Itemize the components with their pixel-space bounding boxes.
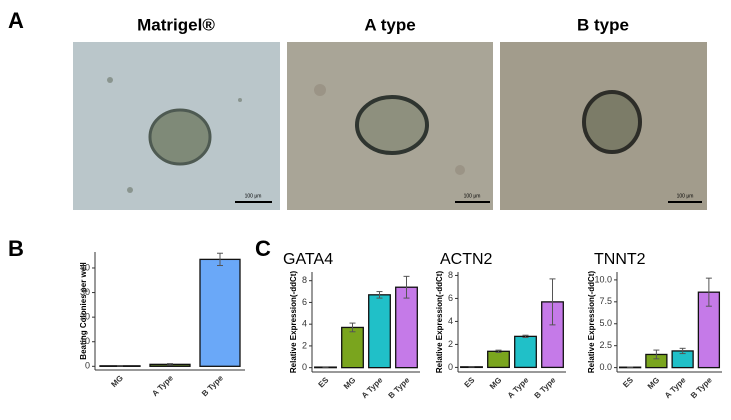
chart-title: ACTN2: [440, 251, 493, 268]
y-tick-label: 10.0: [594, 274, 612, 284]
micrograph: 100 μm: [73, 42, 280, 210]
chart-title: GATA4: [283, 251, 333, 268]
y-tick-label: 40: [80, 262, 90, 272]
y-tick-label: 0: [85, 361, 90, 371]
y-axis-label: Beating Colonies per well: [79, 262, 88, 359]
image-title: B type: [577, 15, 629, 34]
bar: [341, 326, 364, 369]
panel-label: C: [255, 236, 271, 261]
x-tick-label: A Type: [506, 375, 531, 400]
x-tick-label: A Type: [360, 375, 385, 400]
y-tick-label: 2: [448, 339, 453, 349]
bar: [487, 350, 510, 369]
y-tick-label: 8: [302, 275, 307, 285]
x-tick-label: MG: [109, 374, 124, 389]
scale-label: 100 μm: [464, 193, 481, 199]
x-tick-label: B Type: [387, 375, 412, 400]
image-title: Matrigel®: [137, 15, 215, 34]
x-tick-label: B Type: [533, 375, 558, 400]
y-tick-label: 0.0: [599, 362, 612, 372]
y-axis-label: Relative Expression(-ddCt): [587, 271, 596, 374]
x-tick-label: ES: [462, 375, 476, 389]
scale-label: 100 μm: [245, 193, 262, 199]
y-tick-label: 4: [448, 316, 453, 326]
x-tick-label: MG: [488, 376, 503, 391]
y-tick-label: 8: [448, 270, 453, 280]
panel-label: A: [8, 8, 24, 33]
x-tick-label: A Type: [150, 373, 175, 398]
y-axis-label: Relative Expression(-ddCt): [435, 271, 444, 374]
x-tick-label: ES: [621, 375, 635, 389]
y-tick-label: 4: [302, 319, 307, 329]
y-tick-label: 0: [448, 362, 453, 372]
micrograph: 100 μm: [500, 42, 707, 210]
x-tick-label: ES: [316, 375, 330, 389]
y-tick-label: 6: [448, 293, 453, 303]
x-tick-label: MG: [342, 376, 357, 391]
chart-title: TNNT2: [594, 251, 646, 268]
y-tick-label: 2: [302, 340, 307, 350]
x-tick-label: B Type: [200, 373, 225, 398]
y-tick-label: 10: [80, 336, 90, 346]
micrograph: 100 μm: [287, 42, 493, 210]
y-axis-label: Relative Expression(-ddCt): [289, 271, 298, 374]
bar: [395, 286, 418, 369]
image-title: A type: [364, 15, 415, 34]
y-tick-label: 0: [302, 362, 307, 372]
y-tick-label: 2.5: [599, 340, 612, 350]
panel-label: B: [8, 236, 24, 261]
scale-label: 100 μm: [677, 193, 694, 199]
bar: [368, 294, 391, 369]
bar: [199, 258, 241, 367]
y-tick-label: 7.5: [599, 296, 612, 306]
y-tick-label: 20: [80, 312, 90, 322]
x-tick-label: MG: [646, 376, 661, 391]
x-tick-label: A Type: [663, 375, 688, 400]
x-tick-label: B Type: [689, 375, 714, 400]
y-tick-label: 5.0: [599, 318, 612, 328]
bar: [514, 335, 537, 369]
y-tick-label: 6: [302, 297, 307, 307]
y-tick-label: 30: [80, 287, 90, 297]
